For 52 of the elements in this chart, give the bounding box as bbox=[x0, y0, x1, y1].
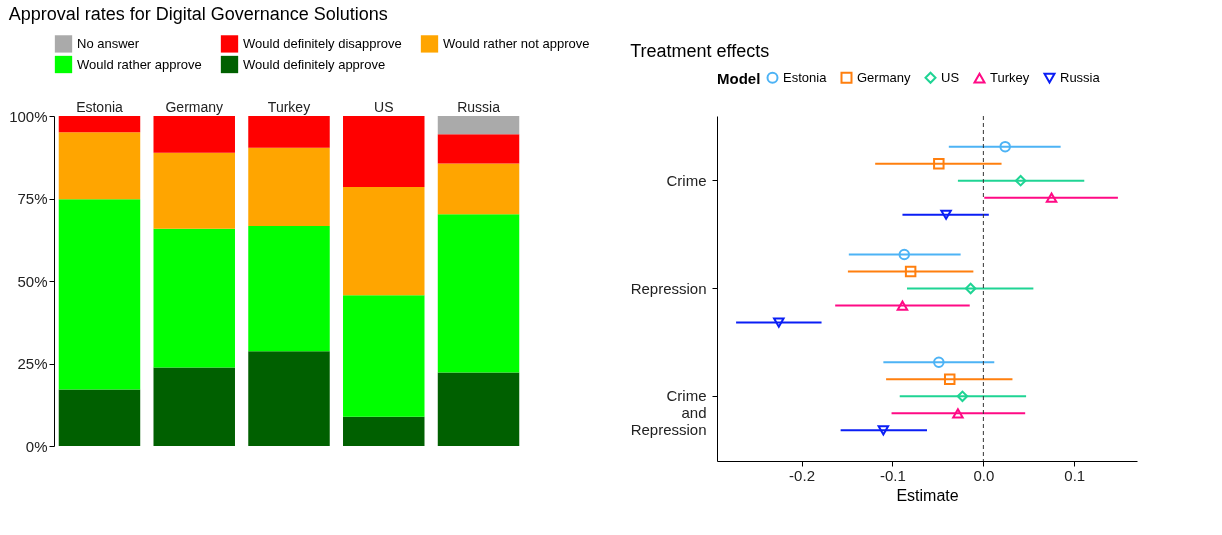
bar bbox=[343, 186, 425, 296]
legend-label: No answer bbox=[77, 35, 140, 51]
bar bbox=[58, 389, 141, 446]
x-tick-label: Turkey bbox=[267, 98, 311, 115]
y-tick-label: 50% bbox=[17, 272, 48, 290]
x-tick-label: Russia bbox=[457, 98, 501, 115]
x-tick-label: -0.1 bbox=[880, 466, 906, 484]
legend-label: Estonia bbox=[783, 69, 828, 85]
bar bbox=[343, 116, 425, 187]
y-tick-label: Repression bbox=[630, 279, 707, 297]
x-tick-label: 0.1 bbox=[1064, 466, 1086, 484]
bar bbox=[437, 372, 520, 446]
x-tick-label: Germany bbox=[165, 98, 224, 115]
bar bbox=[153, 228, 235, 368]
y-tick-label: 100% bbox=[9, 107, 48, 125]
bar bbox=[153, 152, 235, 229]
x-axis-title: Estimate bbox=[896, 486, 959, 504]
x-tick-label: US bbox=[374, 98, 394, 115]
bar bbox=[437, 116, 520, 135]
bar bbox=[248, 351, 330, 446]
y-tick-label: Crime bbox=[666, 171, 707, 189]
legend-label: Germany bbox=[857, 69, 911, 85]
y-tick-label: Crime and Repression bbox=[630, 387, 707, 439]
legend-label: Would rather not approve bbox=[443, 35, 590, 51]
y-tick-label: 25% bbox=[17, 355, 48, 372]
legend-label: Would definitely approve bbox=[243, 56, 386, 72]
chart-title: Treatment effects bbox=[630, 41, 770, 61]
bar bbox=[248, 225, 330, 352]
x-tick-label: Estonia bbox=[76, 98, 124, 115]
bar bbox=[248, 147, 330, 226]
bar bbox=[153, 116, 235, 153]
bar bbox=[58, 199, 141, 390]
legend-label: Would definitely disapprove bbox=[243, 35, 402, 51]
legend-label: Turkey bbox=[990, 70, 1030, 86]
bar bbox=[437, 163, 520, 215]
legend-title: Model bbox=[717, 70, 761, 87]
y-tick-label: 75% bbox=[17, 190, 48, 207]
bar bbox=[248, 116, 330, 148]
x-tick-label: 0.0 bbox=[973, 466, 995, 484]
bar bbox=[437, 134, 520, 164]
legend-label: Russia bbox=[1060, 70, 1101, 86]
y-tick-label: 0% bbox=[25, 437, 48, 455]
bar bbox=[58, 132, 141, 200]
x-tick-label: -0.2 bbox=[789, 466, 815, 484]
bar bbox=[153, 367, 235, 446]
bar bbox=[58, 116, 141, 133]
legend-label: Would rather approve bbox=[77, 56, 202, 72]
chart-title: Approval rates for Digital Governance Solutions bbox=[8, 4, 388, 24]
bar bbox=[343, 295, 425, 417]
legend-label: US bbox=[941, 69, 960, 85]
bar bbox=[343, 416, 425, 446]
bar bbox=[437, 214, 520, 373]
